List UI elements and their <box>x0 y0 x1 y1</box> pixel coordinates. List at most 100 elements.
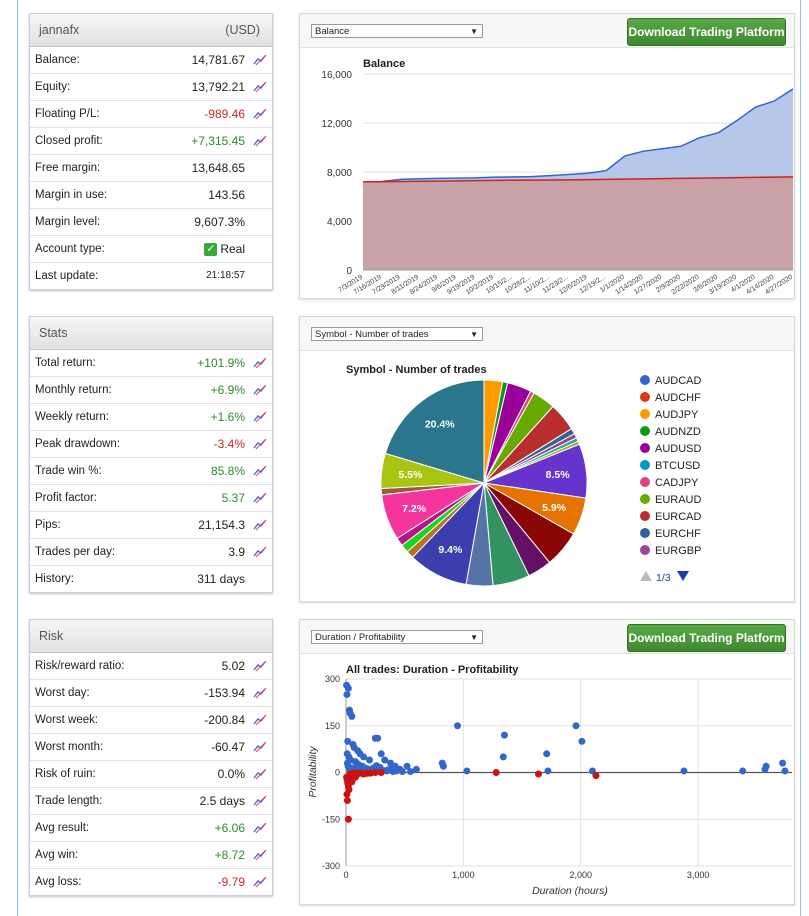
stat-row: Account type: ✓ Real <box>30 236 272 263</box>
stat-value: -9.79 <box>217 875 245 889</box>
legend-label: EURGBP <box>655 545 701 557</box>
stat-label: Monthly return: <box>35 384 112 396</box>
scatter-point <box>439 762 447 770</box>
stat-row: Peak drawdown: -3.4% <box>30 431 272 458</box>
scatter-point <box>534 770 542 778</box>
y-tick-label: 16,000 <box>321 70 352 81</box>
stat-value: 85.8% <box>210 464 245 478</box>
stat-label: Margin level: <box>35 216 101 228</box>
stat-row: Margin in use: 143.56 <box>30 182 272 209</box>
scatter-point <box>377 769 385 776</box>
stat-value: 9,607.3% <box>194 215 245 229</box>
stat-value: -3.4% <box>213 437 245 451</box>
balance-line <box>362 88 794 183</box>
balance-chart-select[interactable]: Balance ▼ <box>311 24 483 38</box>
pie-slice <box>384 379 485 484</box>
legend-label: AUDCAD <box>655 375 702 387</box>
stat-label: Weekly return: <box>35 411 109 423</box>
risk-title: Risk <box>39 629 64 643</box>
download-platform-button[interactable]: Download Trading Platform <box>627 18 786 46</box>
stat-row: Avg result: +6.06 <box>30 815 272 842</box>
chart-line-icon[interactable] <box>253 491 267 505</box>
stat-label: Avg win: <box>35 849 79 861</box>
chart-line-icon[interactable] <box>253 875 267 889</box>
chart-line-icon[interactable] <box>253 740 267 754</box>
stat-label: Risk/reward ratio: <box>35 660 125 672</box>
pie-slice-label: 20.4% <box>425 418 455 430</box>
chart-line-icon[interactable] <box>253 767 267 781</box>
y-tick-label: 0 <box>335 768 340 778</box>
stat-label: Closed profit: <box>35 135 103 147</box>
checkbox-checked-icon: ✓ <box>204 243 218 257</box>
stat-row: Avg loss: -9.79 <box>30 869 272 895</box>
account-currency: (USD) <box>225 23 260 37</box>
scatter-point <box>374 734 382 742</box>
chart-line-icon[interactable] <box>253 545 267 559</box>
chart-line-icon[interactable] <box>253 848 267 862</box>
scatter-point <box>463 767 471 775</box>
scatter-point <box>454 722 461 730</box>
scatter-point <box>371 769 379 776</box>
duration-select-value: Duration / Profitability <box>315 632 406 643</box>
stat-row: Monthly return: +6.9% <box>30 377 272 404</box>
stat-row: Total return: +101.9% <box>30 350 272 377</box>
stat-label: Worst month: <box>35 741 104 753</box>
symbol-toolbar: Symbol - Number of trades ▼ <box>300 317 794 351</box>
legend-pager: 1/3 <box>656 572 671 584</box>
stat-row: Worst month: -60.47 <box>30 734 272 761</box>
duration-chart-panel: Duration / Profitability ▼ Download Trad… <box>299 619 795 905</box>
duration-chart-select[interactable]: Duration / Profitability ▼ <box>311 630 483 644</box>
chart-line-icon[interactable] <box>253 713 267 727</box>
chart-line-icon[interactable] <box>253 686 267 700</box>
deposit-area <box>363 176 793 270</box>
balance-chart-title: Balance <box>363 58 405 70</box>
chart-line-icon[interactable] <box>253 659 267 673</box>
chart-line-icon[interactable] <box>253 464 267 478</box>
stat-label: Peak drawdown: <box>35 438 121 450</box>
chart-line-icon[interactable] <box>253 53 267 67</box>
balance-toolbar: Balance ▼ Download Trading Platform <box>300 14 794 48</box>
balance-chart: Balance04,0008,00012,00016,0007/3/20197/… <box>321 58 794 296</box>
chart-line-icon[interactable] <box>253 383 267 397</box>
x-tick-label: 2,000 <box>569 870 592 880</box>
page-frame-left <box>17 0 18 916</box>
stat-value: 13,648.65 <box>191 161 245 175</box>
legend-prev-icon[interactable] <box>640 571 652 581</box>
stat-value: 21,154.3 <box>198 518 245 532</box>
chart-line-icon[interactable] <box>253 356 267 370</box>
stat-label: Balance: <box>35 54 80 66</box>
chart-line-icon[interactable] <box>253 134 267 148</box>
stat-label: Profit factor: <box>35 492 97 504</box>
stat-value: 311 days <box>197 572 245 586</box>
y-tick-label: 0 <box>346 266 352 277</box>
chart-line-icon[interactable] <box>253 107 267 121</box>
scatter-point <box>343 790 351 798</box>
legend-label: EURAUD <box>655 494 702 506</box>
chart-line-icon[interactable] <box>253 80 267 94</box>
stat-row: Floating P/L: -989.46 <box>30 101 272 128</box>
account-header: jannafx (USD) <box>30 14 272 47</box>
stat-label: Floating P/L: <box>35 108 100 120</box>
risk-header: Risk <box>30 620 272 653</box>
pie-slice-label: 9.4% <box>438 544 463 556</box>
balance-select-value: Balance <box>315 26 350 37</box>
scatter-point <box>343 691 351 699</box>
y-tick-label: -150 <box>322 814 340 824</box>
scatter-point <box>392 767 400 775</box>
chart-line-icon[interactable] <box>253 821 267 835</box>
stat-value: -989.46 <box>204 107 245 121</box>
legend-next-icon[interactable] <box>677 571 689 581</box>
stat-label: Total return: <box>35 357 96 369</box>
download-platform-button-2[interactable]: Download Trading Platform <box>627 624 786 652</box>
account-type-value: Real <box>220 242 245 256</box>
legend-marker <box>640 409 650 419</box>
chart-line-icon[interactable] <box>253 437 267 451</box>
stat-row: Worst day: -153.94 <box>30 680 272 707</box>
scatter-point <box>403 762 411 770</box>
chart-line-icon[interactable] <box>253 410 267 424</box>
symbol-chart-select[interactable]: Symbol - Number of trades ▼ <box>311 327 483 341</box>
chart-line-icon[interactable] <box>253 794 267 808</box>
x-axis-label: Duration (hours) <box>532 885 608 897</box>
legend-marker <box>640 494 650 504</box>
chart-line-icon[interactable] <box>253 518 267 532</box>
